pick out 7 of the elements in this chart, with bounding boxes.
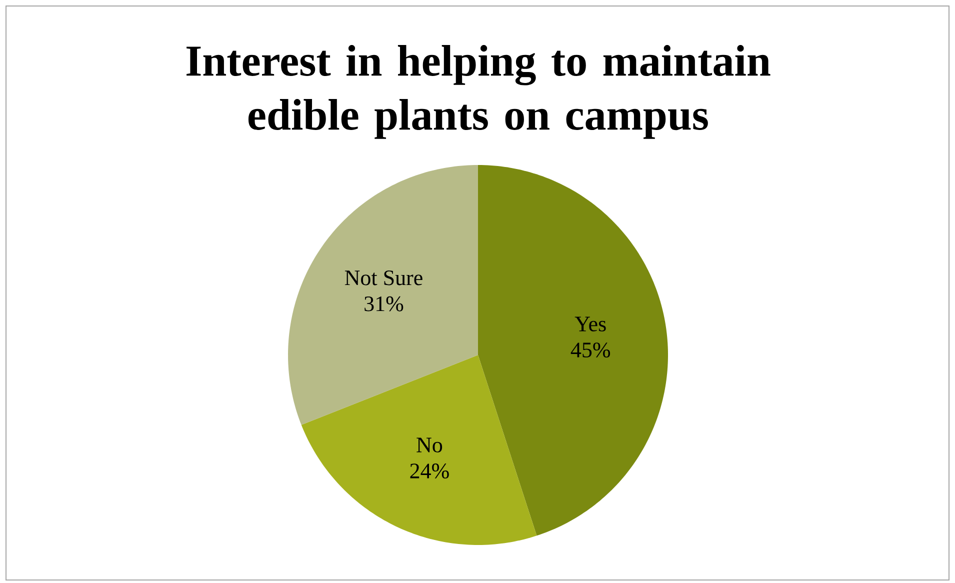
chart-title: Interest in helping to maintain edible plants on campus	[186, 45, 770, 139]
slice-label: No	[416, 438, 442, 452]
data-label: 31%	[364, 296, 404, 312]
slice-label: Not Sure	[344, 270, 422, 286]
data-label: 45%	[570, 342, 610, 358]
slice-label: Yes	[574, 316, 606, 332]
data-label: 24%	[410, 464, 449, 478]
